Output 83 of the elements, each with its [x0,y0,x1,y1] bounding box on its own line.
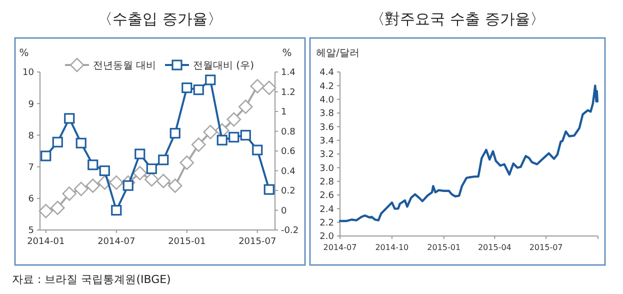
point [99,165,110,176]
point [88,160,98,170]
point [262,80,276,95]
point [111,204,122,216]
point [182,82,192,94]
x-tick-label: 2014-01 [27,237,65,247]
y-tick-label: 4.4 [320,68,334,78]
y-tick-label: 7 [28,162,34,173]
point [76,138,86,148]
point [252,144,263,156]
y-tick-label: 4.0 [320,95,334,106]
y-tick-label: 6 [28,194,34,205]
y-axis-title: % [19,48,29,59]
point [238,100,253,114]
point [250,79,265,94]
y-tick-label: 3.6 [320,122,334,133]
y-tick-label: 3.4 [320,136,334,146]
x-tick-label: 2015-07 [238,237,276,247]
y2-tick-label: -0.2 [281,226,299,236]
point [38,204,54,218]
y2-tick-label: 1.2 [281,88,296,98]
point [109,175,124,190]
point [240,130,251,140]
point [226,112,242,127]
point [156,174,171,188]
x-tick-label: 2015-04 [478,243,512,252]
y2-tick-label: 1 [281,108,287,118]
y2-axis-title: % [282,48,292,59]
y-tick-label: 10 [22,68,34,78]
y-axis-title: 헤알/달러 [316,48,360,59]
point [191,138,206,152]
y2-tick-label: 0.2 [281,186,296,197]
line-series [338,84,599,222]
y-tick-label: 9 [28,100,34,110]
point [52,136,63,148]
y-tick-label: 4.2 [320,82,334,92]
y-tick-label: 3.8 [320,109,334,120]
point [203,124,218,140]
y-tick-label: 2.4 [320,204,334,215]
point [122,180,134,191]
point [170,128,180,139]
x-tick-label: 2015-01 [168,237,206,247]
y2-tick-label: 0.6 [281,147,296,158]
point [264,184,274,195]
y-tick-label: 2.6 [320,191,334,202]
chart-title: 〈수출입 증가율〉 [98,10,222,28]
point [158,154,169,166]
y-tick-label: 3.2 [320,150,334,160]
y2-tick-label: 0.8 [281,127,296,138]
point [132,166,148,180]
y-tick-label: 2.8 [320,177,334,188]
x-tick-label: 2015-01 [427,243,461,252]
y-tick-label: 5 [28,226,34,236]
y-tick-label: 3.0 [320,164,334,174]
legend-label: 전년동월 대비 [93,60,156,72]
chart-title: 〈對주요국 수출 증가율〉 [370,10,545,28]
point [40,150,52,162]
y2-tick-label: 1.4 [281,68,296,78]
point [62,186,77,201]
legend-label: 전월대비 (우) [193,60,254,72]
y-tick-label: 2.2 [320,218,334,228]
point [216,134,228,146]
point [144,172,159,187]
point [168,178,182,193]
point [146,163,157,174]
y-tick-label: 8 [28,131,34,142]
point [180,156,194,170]
point [86,178,100,193]
x-tick-label: 2015-07 [529,243,563,252]
point [64,113,75,124]
point [228,132,240,142]
point [74,182,88,196]
text: 자료 : 브라질 국립통계원(IBGE) [12,273,171,286]
y-tick-label: 2.0 [320,232,334,242]
point [205,74,216,86]
point [50,200,65,216]
y2-tick-label: 0 [281,206,287,216]
point [193,84,204,96]
x-tick-label: 2014-10 [375,243,409,252]
x-tick-label: 2014-07 [323,243,357,252]
x-tick-label: 2014-07 [98,237,136,247]
y2-tick-label: 0.4 [281,166,296,177]
point [134,148,146,160]
